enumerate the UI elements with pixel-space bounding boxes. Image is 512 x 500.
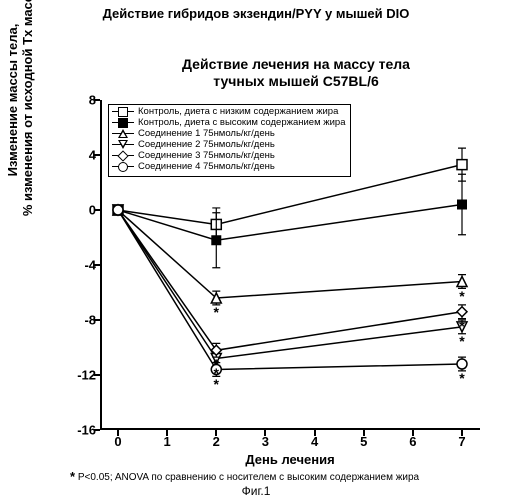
ytick-label: 0 — [56, 203, 96, 218]
xtick-label: 7 — [458, 434, 465, 449]
series-line — [118, 210, 462, 370]
xtick-mark — [314, 430, 316, 436]
ytick-label: -16 — [56, 423, 96, 438]
sig-star: * — [459, 333, 464, 349]
diamond-icon — [117, 150, 128, 161]
sig-star: * — [459, 288, 464, 304]
xtick-label: 1 — [164, 434, 171, 449]
xtick-mark — [264, 430, 266, 436]
ylabel-l2: % изменения от исходной Tx массы — [20, 0, 35, 216]
legend-item: Соединение 3 75нмоль/кг/день — [112, 151, 345, 162]
data-marker — [457, 200, 467, 210]
xtick-label: 2 — [213, 434, 220, 449]
legend: Контроль, диета с низким содержанием жир… — [108, 104, 351, 177]
legend-symbol — [112, 129, 134, 139]
sig-star: * — [214, 376, 219, 392]
data-marker — [113, 205, 123, 215]
page: { "supertitle": "Действие гибридов экзен… — [0, 0, 512, 500]
legend-symbol — [112, 151, 134, 161]
x-axis-label: День лечения — [100, 452, 480, 467]
chart-title: Действие лечения на массу тела тучных мы… — [100, 56, 492, 90]
figure-supertitle: Действие гибридов экзендин/PYY у мышей D… — [0, 6, 512, 21]
tri-down-icon — [118, 140, 128, 149]
xtick-label: 5 — [360, 434, 367, 449]
xtick-label: 6 — [409, 434, 416, 449]
chart-plot-area: -16-12-8-404801234567********Контроль, д… — [100, 100, 480, 430]
series-line — [118, 210, 462, 350]
xtick-mark — [166, 430, 168, 436]
legend-symbol — [112, 107, 134, 117]
data-marker — [457, 307, 467, 317]
chart-title-l1: Действие лечения на массу тела — [182, 56, 410, 72]
ytick-label: -4 — [56, 258, 96, 273]
ylabel-l1: Изменение массы тела, — [5, 24, 20, 177]
chart-title-l2: тучных мышей C57BL/6 — [213, 73, 379, 89]
figure-label: Фиг.1 — [0, 484, 512, 498]
data-marker — [211, 235, 221, 245]
xtick-label: 4 — [311, 434, 318, 449]
sig-star: * — [214, 356, 219, 372]
footnote: * P<0.05; ANOVA по сравнению с носителем… — [70, 469, 419, 484]
legend-label: Соединение 4 75нмоль/кг/день — [138, 162, 275, 173]
footnote-text: P<0.05; ANOVA по сравнению с носителем с… — [75, 472, 419, 483]
legend-symbol — [112, 162, 134, 172]
data-marker — [457, 160, 467, 170]
ytick-label: 4 — [56, 148, 96, 163]
xtick-mark — [363, 430, 365, 436]
data-marker — [457, 359, 467, 369]
sig-star: * — [459, 318, 464, 334]
circle-icon — [118, 162, 128, 172]
legend-label: Соединение 3 75нмоль/кг/день — [138, 151, 275, 162]
sq-open-icon — [118, 107, 128, 117]
ytick-label: -8 — [56, 313, 96, 328]
series-line — [118, 205, 462, 241]
xtick-mark — [117, 430, 119, 436]
legend-symbol — [112, 140, 134, 150]
ytick-label: -12 — [56, 368, 96, 383]
legend-item: Соединение 4 75нмоль/кг/день — [112, 162, 345, 173]
ytick-label: 8 — [56, 93, 96, 108]
y-axis-label: Изменение массы тела, % изменения от исх… — [6, 0, 36, 265]
xtick-mark — [461, 430, 463, 436]
xtick-label: 3 — [262, 434, 269, 449]
xtick-mark — [412, 430, 414, 436]
legend-symbol — [112, 118, 134, 128]
sig-star: * — [214, 304, 219, 320]
tri-up-icon — [118, 129, 128, 138]
sig-star: * — [459, 370, 464, 386]
xtick-mark — [215, 430, 217, 436]
xtick-label: 0 — [114, 434, 121, 449]
sq-fill-icon — [118, 118, 128, 128]
